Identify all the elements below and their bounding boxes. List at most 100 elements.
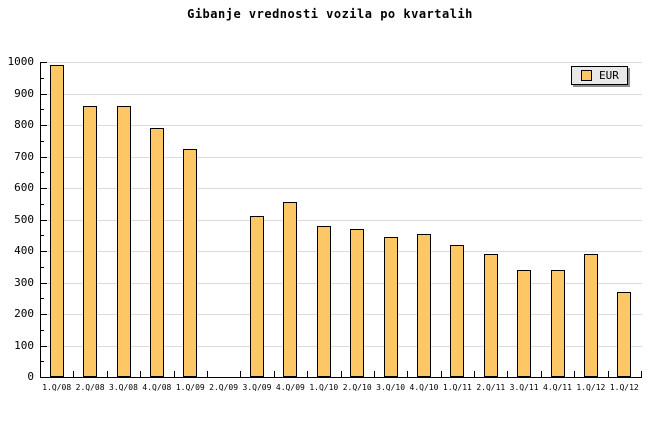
- bar: [116, 106, 131, 377]
- bar: [350, 228, 365, 377]
- y-axis: [40, 62, 41, 378]
- x-tick: [607, 371, 609, 377]
- y-minor-tick: [41, 140, 44, 142]
- y-minor-tick: [41, 266, 44, 268]
- gridline: [41, 156, 642, 158]
- y-minor-tick: [41, 77, 44, 79]
- bar: [550, 269, 565, 377]
- bar: [517, 269, 532, 377]
- y-tick-label: 200: [14, 307, 34, 320]
- gridline: [41, 345, 642, 347]
- x-tick-label: 2.Q/08: [75, 383, 105, 392]
- x-tick: [574, 371, 576, 377]
- y-tick-label: 900: [14, 86, 34, 100]
- x-tick: [140, 371, 142, 377]
- y-tick-label: 100: [14, 338, 34, 352]
- x-tick-label: 3.Q/11: [509, 383, 539, 392]
- legend: EUR: [571, 66, 628, 85]
- y-major-tick: [41, 314, 47, 315]
- x-tick-label: 4.Q/08: [142, 383, 172, 392]
- x-tick-label: 1.Q/08: [42, 383, 72, 392]
- y-tick-label: 1000: [7, 55, 35, 68]
- y-tick-label: 400: [14, 244, 34, 257]
- gridline: [41, 188, 642, 189]
- y-major-tick: [41, 156, 47, 158]
- x-tick: [340, 371, 342, 377]
- bar: [183, 148, 198, 377]
- x-tick-label: 2.Q/10: [342, 383, 372, 392]
- x-tick-label: 1.Q/12: [609, 383, 639, 392]
- bar: [49, 65, 64, 377]
- gridline: [41, 93, 642, 95]
- x-tick: [240, 371, 242, 377]
- x-tick: [507, 371, 509, 377]
- x-tick: [73, 371, 75, 377]
- x-tick-label: 4.Q/11: [543, 383, 572, 392]
- x-tick: [173, 371, 175, 377]
- x-tick: [540, 371, 542, 377]
- y-major-tick: [41, 251, 47, 252]
- y-major-tick: [41, 125, 47, 126]
- y-tick-label: 0: [27, 370, 34, 383]
- y-major-tick: [41, 282, 47, 284]
- bar: [250, 216, 264, 377]
- chart-title: Gibanje vrednosti vozila po kvartalih: [187, 7, 473, 21]
- x-tick: [206, 371, 208, 377]
- y-tick-label: 700: [14, 149, 34, 163]
- x-tick: [106, 371, 108, 377]
- bar: [149, 128, 164, 377]
- gridline: [41, 62, 642, 63]
- y-major-tick: [41, 219, 47, 221]
- bar: [83, 106, 98, 377]
- x-tick-label: 4.Q/10: [409, 383, 439, 392]
- bar: [583, 254, 598, 377]
- x-tick-label: 1.Q/09: [175, 383, 205, 392]
- x-tick: [641, 371, 642, 377]
- gridline: [41, 282, 642, 284]
- y-major-tick: [41, 62, 47, 63]
- y-major-tick: [41, 345, 47, 347]
- x-tick-label: 3.Q/08: [109, 383, 138, 392]
- gridline: [41, 125, 642, 126]
- bar: [316, 225, 331, 377]
- bar: [450, 244, 465, 377]
- x-tick-label: 3.Q/10: [376, 383, 406, 392]
- x-tick: [373, 371, 375, 377]
- x-tick: [407, 371, 409, 377]
- y-minor-tick: [41, 329, 44, 331]
- legend-label: EUR: [599, 69, 619, 82]
- y-minor-tick: [41, 172, 44, 174]
- y-tick-label: 800: [14, 118, 34, 131]
- x-tick-label: 1.Q/11: [442, 383, 472, 392]
- y-minor-tick: [41, 235, 44, 237]
- x-tick: [307, 371, 309, 377]
- y-minor-tick: [41, 109, 44, 111]
- y-major-tick: [41, 93, 47, 95]
- gridline: [41, 219, 642, 221]
- x-tick-label: 2.Q/11: [476, 383, 506, 392]
- y-minor-tick: [41, 298, 44, 300]
- gridline: [41, 251, 642, 252]
- x-tick-label: 2.Q/09: [209, 383, 239, 392]
- legend-swatch-eur: [581, 70, 592, 81]
- bar: [483, 254, 498, 377]
- x-tick: [440, 371, 442, 377]
- y-major-tick: [41, 188, 47, 189]
- x-tick: [474, 371, 476, 377]
- bar: [383, 236, 398, 377]
- bar: [417, 233, 431, 377]
- y-minor-tick: [41, 361, 44, 363]
- gridline: [41, 314, 642, 315]
- bar: [617, 291, 632, 377]
- x-tick-label: 1.Q/12: [576, 383, 606, 392]
- y-minor-tick: [41, 203, 44, 205]
- x-axis: [40, 377, 642, 378]
- bar: [283, 202, 298, 377]
- y-tick-label: 600: [14, 181, 34, 194]
- y-tick-label: 500: [14, 212, 34, 226]
- x-tick: [273, 371, 275, 377]
- x-tick-label: 1.Q/10: [309, 383, 339, 392]
- y-major-tick: [41, 377, 47, 378]
